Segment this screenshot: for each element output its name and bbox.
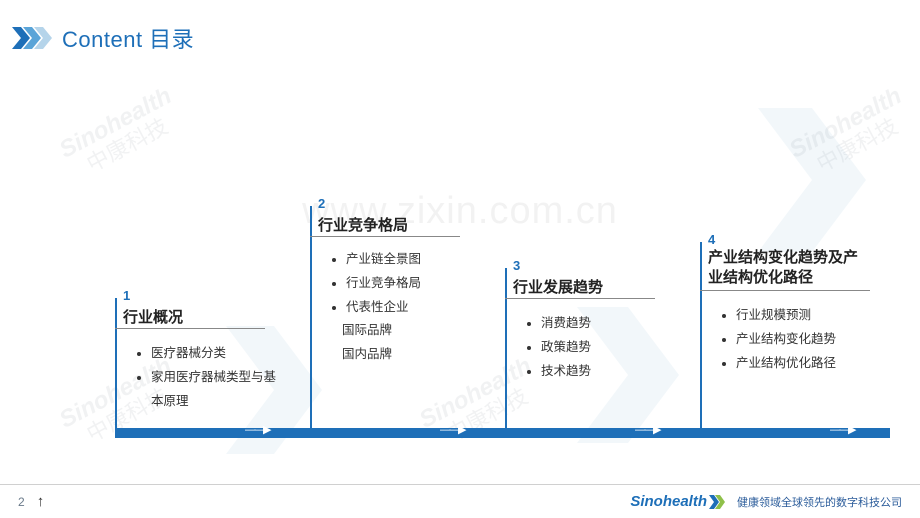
up-arrow-icon: ↑ [37,493,45,510]
section-number: 4 [708,232,715,247]
timeline-arrow-icon: ——▶ [830,423,854,436]
section-underline [310,236,460,237]
content-area: 1行业概况医疗器械分类家用医疗器械类型与基本原理2行业竞争格局产业链全景图行业竞… [115,180,890,458]
bullet-item: 代表性企业 [346,296,421,320]
footer-right: Sinohealth 健康领域全球领先的数字科技公司 [630,493,902,510]
slide-footer: 2 ↑ Sinohealth 健康领域全球领先的数字科技公司 [0,484,920,518]
bullet-item: 家用医疗器械类型与基本原理 [151,366,281,414]
timeline-arrow-icon: ——▶ [245,423,269,436]
section-tick [505,268,507,438]
section-number: 1 [123,288,130,303]
section-bullets: 消费趋势政策趋势技术趋势 [525,312,591,383]
section-bullets: 医疗器械分类家用医疗器械类型与基本原理 [135,342,281,413]
bullet-item: 技术趋势 [541,360,591,384]
subline-item: 国内品牌 [342,343,421,367]
section-title: 行业竞争格局 [318,214,408,235]
section-underline [115,328,265,329]
bullet-item: 医疗器械分类 [151,342,281,366]
bullet-item: 消费趋势 [541,312,591,336]
header-title: Content 目录 [62,22,194,54]
subline-item: 国际品牌 [342,319,421,343]
bullet-item: 产业链全景图 [346,248,421,272]
section-underline [700,290,870,291]
section-number: 2 [318,196,325,211]
header-chevrons-icon [12,27,52,49]
bullet-item: 产业结构优化路径 [736,352,836,376]
section-title: 产业结构变化趋势及产业结构优化路径 [708,248,868,289]
section-bullets: 行业规模预测产业结构变化趋势产业结构优化路径 [720,304,836,375]
page-number: 2 [18,495,25,509]
section-bullets: 产业链全景图行业竞争格局代表性企业国际品牌国内品牌 [330,248,421,367]
bullet-item: 政策趋势 [541,336,591,360]
bullet-item: 行业竞争格局 [346,272,421,296]
section-title: 行业发展趋势 [513,276,603,297]
timeline-bar [115,428,890,438]
footer-tagline: 健康领域全球领先的数字科技公司 [737,494,902,510]
bullet-item: 行业规模预测 [736,304,836,328]
section-underline [505,298,655,299]
timeline-arrow-icon: ——▶ [635,423,659,436]
slide-header: Content 目录 [0,0,920,54]
watermark-logo: Sinohealth中康科技 [56,84,187,184]
section-tick [310,206,312,438]
section-tick [115,298,117,438]
timeline-arrow-icon: ——▶ [440,423,464,436]
section-tick [700,242,702,438]
section-number: 3 [513,258,520,273]
brand-chevron-icon [709,495,725,509]
watermark-logo: Sinohealth中康科技 [786,84,917,184]
section-title: 行业概况 [123,306,183,327]
brand-logo: Sinohealth [630,493,725,510]
bullet-item: 产业结构变化趋势 [736,328,836,352]
